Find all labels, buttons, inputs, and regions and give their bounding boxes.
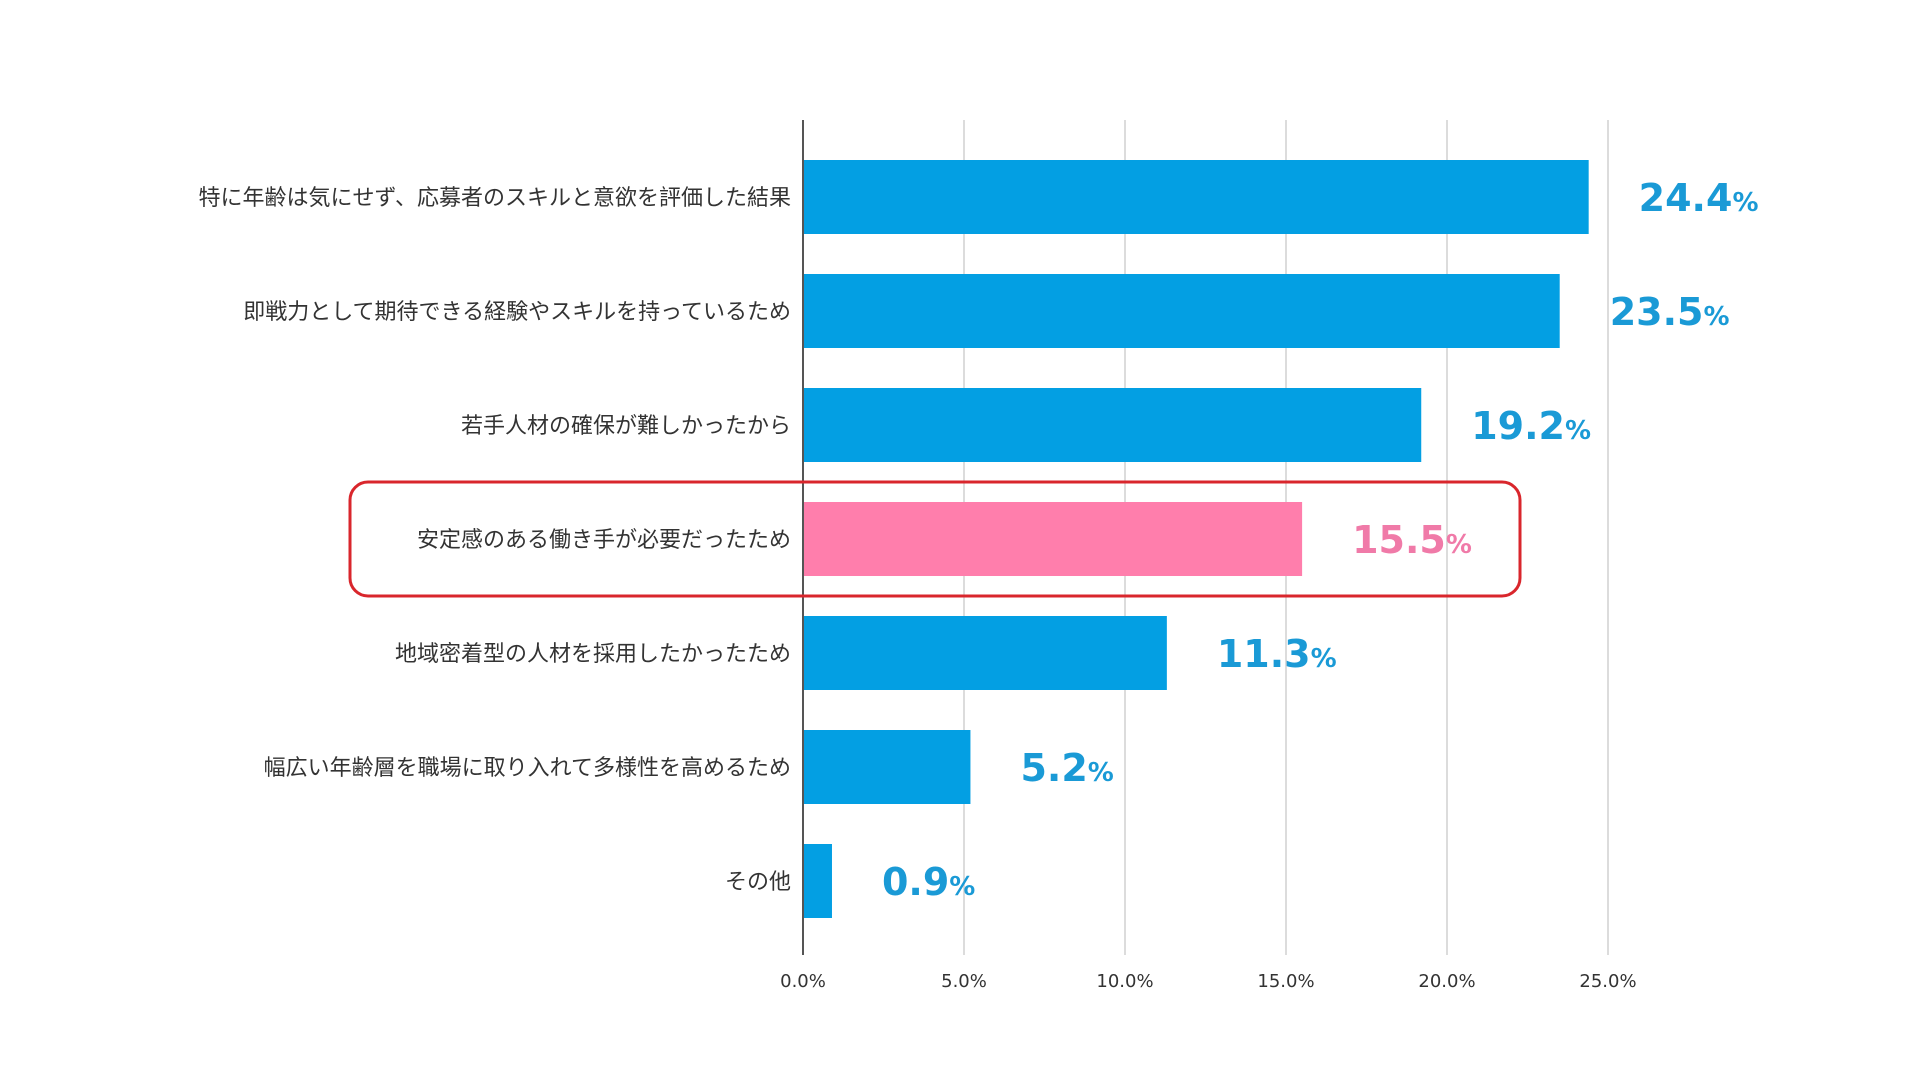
highlight-box [348, 480, 1522, 598]
x-tick-labels: 0.0% 5.0% 10.0% 15.0% 20.0% 25.0% [780, 971, 1636, 992]
category-label: 即戦力として期待できる経験やスキルを持っているため [243, 300, 791, 325]
x-tick-label: 10.0% [1096, 971, 1153, 992]
value-number: 23.5 [1610, 290, 1704, 334]
x-tick-label: 5.0% [941, 971, 987, 992]
value-label: 0.9% [882, 860, 975, 904]
value-labels: 24.4%23.5%19.2%15.5%11.3%5.2%0.9% [882, 176, 1759, 904]
value-number: 19.2 [1471, 404, 1565, 448]
category-label: 若手人材の確保が難しかったから [461, 414, 791, 439]
value-label: 15.5% [1352, 518, 1472, 562]
bar [803, 160, 1589, 234]
highlight-outline [348, 480, 1522, 598]
value-label: 24.4% [1639, 176, 1759, 220]
value-unit: % [1311, 644, 1337, 674]
bar [803, 274, 1560, 348]
x-tick-label: 25.0% [1579, 971, 1636, 992]
x-tick-label: 20.0% [1418, 971, 1475, 992]
category-label: 特に年齢は気にせず、応募者のスキルと意欲を評価した結果 [199, 186, 791, 211]
value-unit: % [1088, 758, 1114, 788]
bar [803, 844, 832, 918]
category-label: 幅広い年齢層を職場に取り入れて多様性を高めるため [264, 756, 791, 781]
bar [803, 502, 1303, 576]
value-unit: % [1732, 188, 1758, 218]
value-unit: % [949, 872, 975, 902]
x-tick-label: 15.0% [1257, 971, 1314, 992]
value-number: 15.5 [1352, 518, 1446, 562]
value-number: 11.3 [1217, 632, 1311, 676]
value-unit: % [1565, 416, 1591, 446]
x-tick-label: 0.0% [780, 971, 826, 992]
bar [803, 616, 1167, 690]
value-label: 19.2% [1471, 404, 1591, 448]
value-number: 0.9 [882, 860, 949, 904]
category-label: その他 [725, 870, 791, 895]
value-number: 5.2 [1020, 746, 1087, 790]
value-label: 11.3% [1217, 632, 1337, 676]
category-label: 安定感のある働き手が必要だったため [417, 528, 791, 553]
category-labels: 特に年齢は気にせず、応募者のスキルと意欲を評価した結果即戦力として期待できる経験… [199, 186, 791, 895]
value-label: 23.5% [1610, 290, 1730, 334]
bar [803, 730, 971, 804]
category-label: 地域密着型の人材を採用したかったため [395, 642, 791, 667]
bar [803, 388, 1422, 462]
value-unit: % [1703, 302, 1729, 332]
bars [803, 160, 1589, 918]
value-number: 24.4 [1639, 176, 1733, 220]
value-label: 5.2% [1020, 746, 1113, 790]
value-unit: % [1446, 530, 1472, 560]
